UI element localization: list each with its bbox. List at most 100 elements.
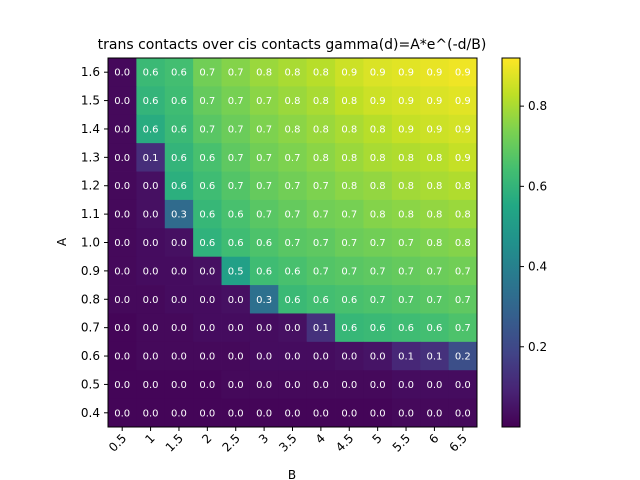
heatmap-cell-label: 0.8	[398, 210, 414, 221]
heatmap-cell	[221, 285, 251, 314]
y-tick-label: 1.4	[81, 122, 100, 136]
heatmap-cell-label: 0.8	[426, 153, 442, 164]
heatmap-cell	[278, 199, 308, 229]
heatmap-cell-label: 0.0	[114, 295, 130, 306]
heatmap-cell-label: 0.9	[455, 68, 471, 79]
heatmap-cell	[448, 285, 478, 314]
heatmap-cell-label: 0.0	[285, 380, 301, 391]
heatmap-cell-label: 0.0	[426, 408, 442, 419]
heatmap-cell-label: 0.8	[313, 68, 329, 79]
heatmap-cell-label: 0.6	[171, 96, 187, 107]
y-axis-label: A	[55, 237, 69, 246]
heatmap-cell-label: 0.9	[398, 96, 414, 107]
heatmap-cell	[164, 114, 194, 144]
heatmap-cell-label: 0.6	[313, 295, 329, 306]
heatmap-cell-label: 0.8	[370, 124, 386, 135]
heatmap-cell	[391, 285, 421, 314]
heatmap-cell-label: 0.0	[143, 408, 159, 419]
heatmap-cell-label: 0.0	[143, 323, 159, 334]
heatmap-cell-label: 0.0	[143, 380, 159, 391]
heatmap-cell	[335, 313, 364, 343]
heatmap-cell	[278, 370, 308, 400]
heatmap-cell	[164, 171, 194, 201]
heatmap-cell	[193, 370, 222, 400]
heatmap-cell	[136, 313, 166, 343]
heatmap-cell	[136, 199, 166, 229]
heatmap-cell	[136, 86, 166, 116]
heatmap-cell-label: 0.7	[228, 96, 244, 107]
heatmap-cell-label: 0.0	[114, 323, 130, 334]
heatmap-cell-label: 0.8	[455, 238, 471, 249]
heatmap-cell-label: 0.9	[398, 124, 414, 135]
heatmap-cell	[448, 199, 478, 229]
heatmap-cell-label: 0.0	[114, 352, 130, 363]
heatmap-cell-label: 0.6	[171, 181, 187, 192]
colorbar-ticks: 0.2 0.4 0.6 0.8	[520, 99, 547, 354]
heatmap-cell	[335, 370, 364, 400]
heatmap-cell-label: 0.5	[228, 266, 244, 277]
heatmap-cell	[306, 86, 336, 116]
heatmap-cell	[108, 228, 137, 258]
y-tick-label: 0.9	[81, 264, 100, 278]
heatmap-cell-label: 0.0	[199, 323, 215, 334]
heatmap-cell-label: 0.6	[256, 266, 272, 277]
heatmap-cell-label: 0.0	[114, 380, 130, 391]
heatmap-cell	[448, 228, 478, 258]
heatmap-cell	[164, 313, 194, 343]
heatmap-cell	[221, 313, 251, 343]
heatmap-cell	[164, 370, 194, 400]
heatmap-cell	[278, 86, 308, 116]
heatmap-cell-label: 0.0	[143, 266, 159, 277]
heatmap-cell-label: 0.0	[341, 408, 357, 419]
heatmap-cell-label: 0.2	[455, 352, 471, 363]
heatmap-cell-label: 0.0	[171, 295, 187, 306]
heatmap-cell	[136, 171, 166, 201]
heatmap-cell	[108, 370, 137, 400]
colorbar-tick-label: 0.8	[528, 99, 547, 113]
heatmap-cell-label: 0.6	[143, 96, 159, 107]
heatmap-cell-label: 0.7	[398, 295, 414, 306]
heatmap-cell	[221, 143, 251, 172]
heatmap-cell-label: 0.0	[171, 408, 187, 419]
heatmap-cell	[193, 256, 222, 286]
heatmap-cell	[249, 341, 279, 371]
heatmap-cell	[448, 143, 478, 172]
heatmap-cell-label: 0.0	[455, 380, 471, 391]
heatmap-cell	[420, 171, 450, 201]
heatmap-cell-label: 0.6	[171, 153, 187, 164]
heatmap-cell-label: 0.7	[341, 210, 357, 221]
heatmap-cell-label: 0.7	[341, 266, 357, 277]
heatmap-cell-label: 0.7	[285, 181, 301, 192]
heatmap-cell-label: 0.0	[228, 352, 244, 363]
heatmap-cell-label: 0.6	[143, 68, 159, 79]
heatmap-cell	[420, 370, 450, 400]
heatmap-cell	[164, 341, 194, 371]
heatmap-cell	[249, 398, 279, 428]
heatmap-cell	[278, 398, 308, 428]
heatmap-cell-label: 0.6	[285, 295, 301, 306]
heatmap-cell	[363, 199, 393, 229]
heatmap-cell-label: 0.0	[370, 380, 386, 391]
heatmap-cell-label: 0.8	[341, 153, 357, 164]
heatmap-cell	[391, 313, 421, 343]
heatmap-cell-label: 0.1	[426, 352, 442, 363]
heatmap-cell	[249, 313, 279, 343]
heatmap-cell-label: 0.8	[455, 181, 471, 192]
heatmap-cell	[335, 58, 364, 87]
heatmap-cell	[391, 370, 421, 400]
heatmap-cell-label: 0.9	[455, 124, 471, 135]
heatmap-cell	[221, 341, 251, 371]
heatmap-cell-label: 0.6	[199, 238, 215, 249]
heatmap-cell	[363, 313, 393, 343]
heatmap-cell	[335, 114, 364, 144]
heatmap-cell-label: 0.7	[285, 153, 301, 164]
heatmap-cell	[306, 398, 336, 428]
heatmap-cell-label: 0.8	[313, 153, 329, 164]
heatmap-cell	[221, 58, 251, 87]
heatmap-cell-label: 0.0	[455, 408, 471, 419]
heatmap-cell	[221, 398, 251, 428]
heatmap-cell-labels: 0.0 0.6 0.6 0.7 0.7 0.8 0.8 0.8 0.9 0.9 0.9 0.9 0.9 0…	[114, 68, 471, 420]
heatmap-cell-label: 0.6	[171, 124, 187, 135]
heatmap-cell-label: 0.0	[171, 323, 187, 334]
colorbar-tick-label: 0.2	[528, 340, 547, 354]
